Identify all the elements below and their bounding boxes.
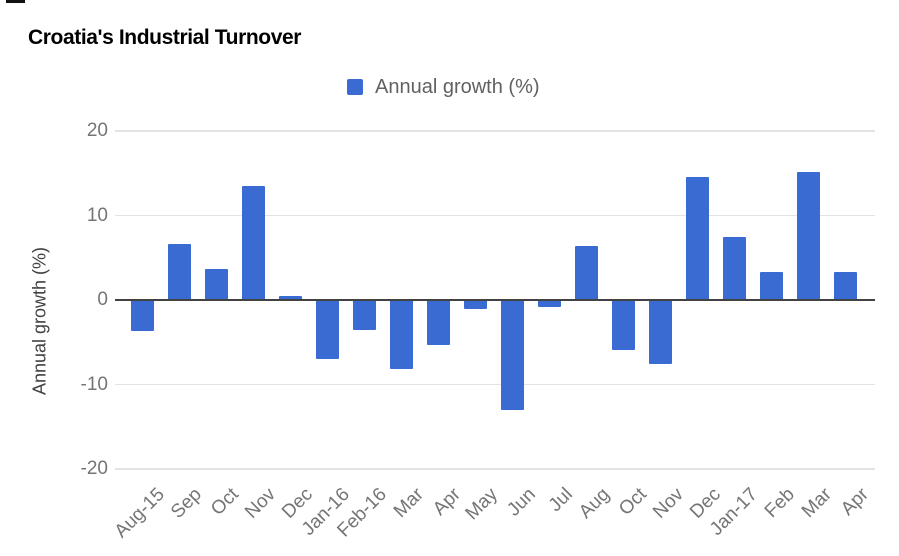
- legend-color-swatch: [347, 79, 363, 95]
- y-tick-label: -10: [80, 373, 108, 395]
- gridline--20: [115, 468, 875, 470]
- bar-Mar[interactable]: [389, 300, 413, 370]
- bar-Jan-16[interactable]: [315, 300, 339, 360]
- bar-Apr[interactable]: [426, 300, 450, 345]
- bar-Jun[interactable]: [501, 300, 524, 410]
- screenshot-artifact: [6, 0, 25, 3]
- zero-baseline: [115, 299, 875, 301]
- bar-Mar[interactable]: [797, 172, 821, 300]
- bar-Nov[interactable]: [241, 185, 265, 300]
- chart-title: Croatia's Industrial Turnover: [28, 26, 302, 49]
- bar-Oct[interactable]: [612, 300, 636, 350]
- bar-Aug-15[interactable]: [130, 300, 154, 332]
- bar-Jan-17[interactable]: [723, 236, 747, 300]
- bar-Sep[interactable]: [167, 244, 191, 300]
- legend-label: Annual growth (%): [375, 75, 540, 98]
- gridline-20: [115, 130, 875, 132]
- bar-Oct[interactable]: [204, 268, 228, 300]
- bar-Nov[interactable]: [649, 300, 673, 365]
- bar-Feb-16[interactable]: [352, 300, 376, 331]
- gridline-10: [115, 214, 875, 217]
- bar-Aug[interactable]: [575, 245, 599, 300]
- gridline--10: [115, 383, 875, 386]
- bar-May[interactable]: [463, 300, 487, 310]
- bar-Dec[interactable]: [686, 177, 710, 300]
- y-tick-label: 20: [86, 120, 108, 141]
- bar-Dec[interactable]: [278, 295, 302, 300]
- legend: Annual growth (%): [347, 76, 540, 98]
- y-tick-label: 10: [86, 204, 108, 226]
- bar-Apr[interactable]: [834, 272, 858, 300]
- y-tick-label: -20: [80, 458, 108, 479]
- bar-Feb[interactable]: [760, 272, 784, 300]
- y-tick-label: 0: [97, 289, 108, 310]
- bar-Jul[interactable]: [538, 300, 562, 307]
